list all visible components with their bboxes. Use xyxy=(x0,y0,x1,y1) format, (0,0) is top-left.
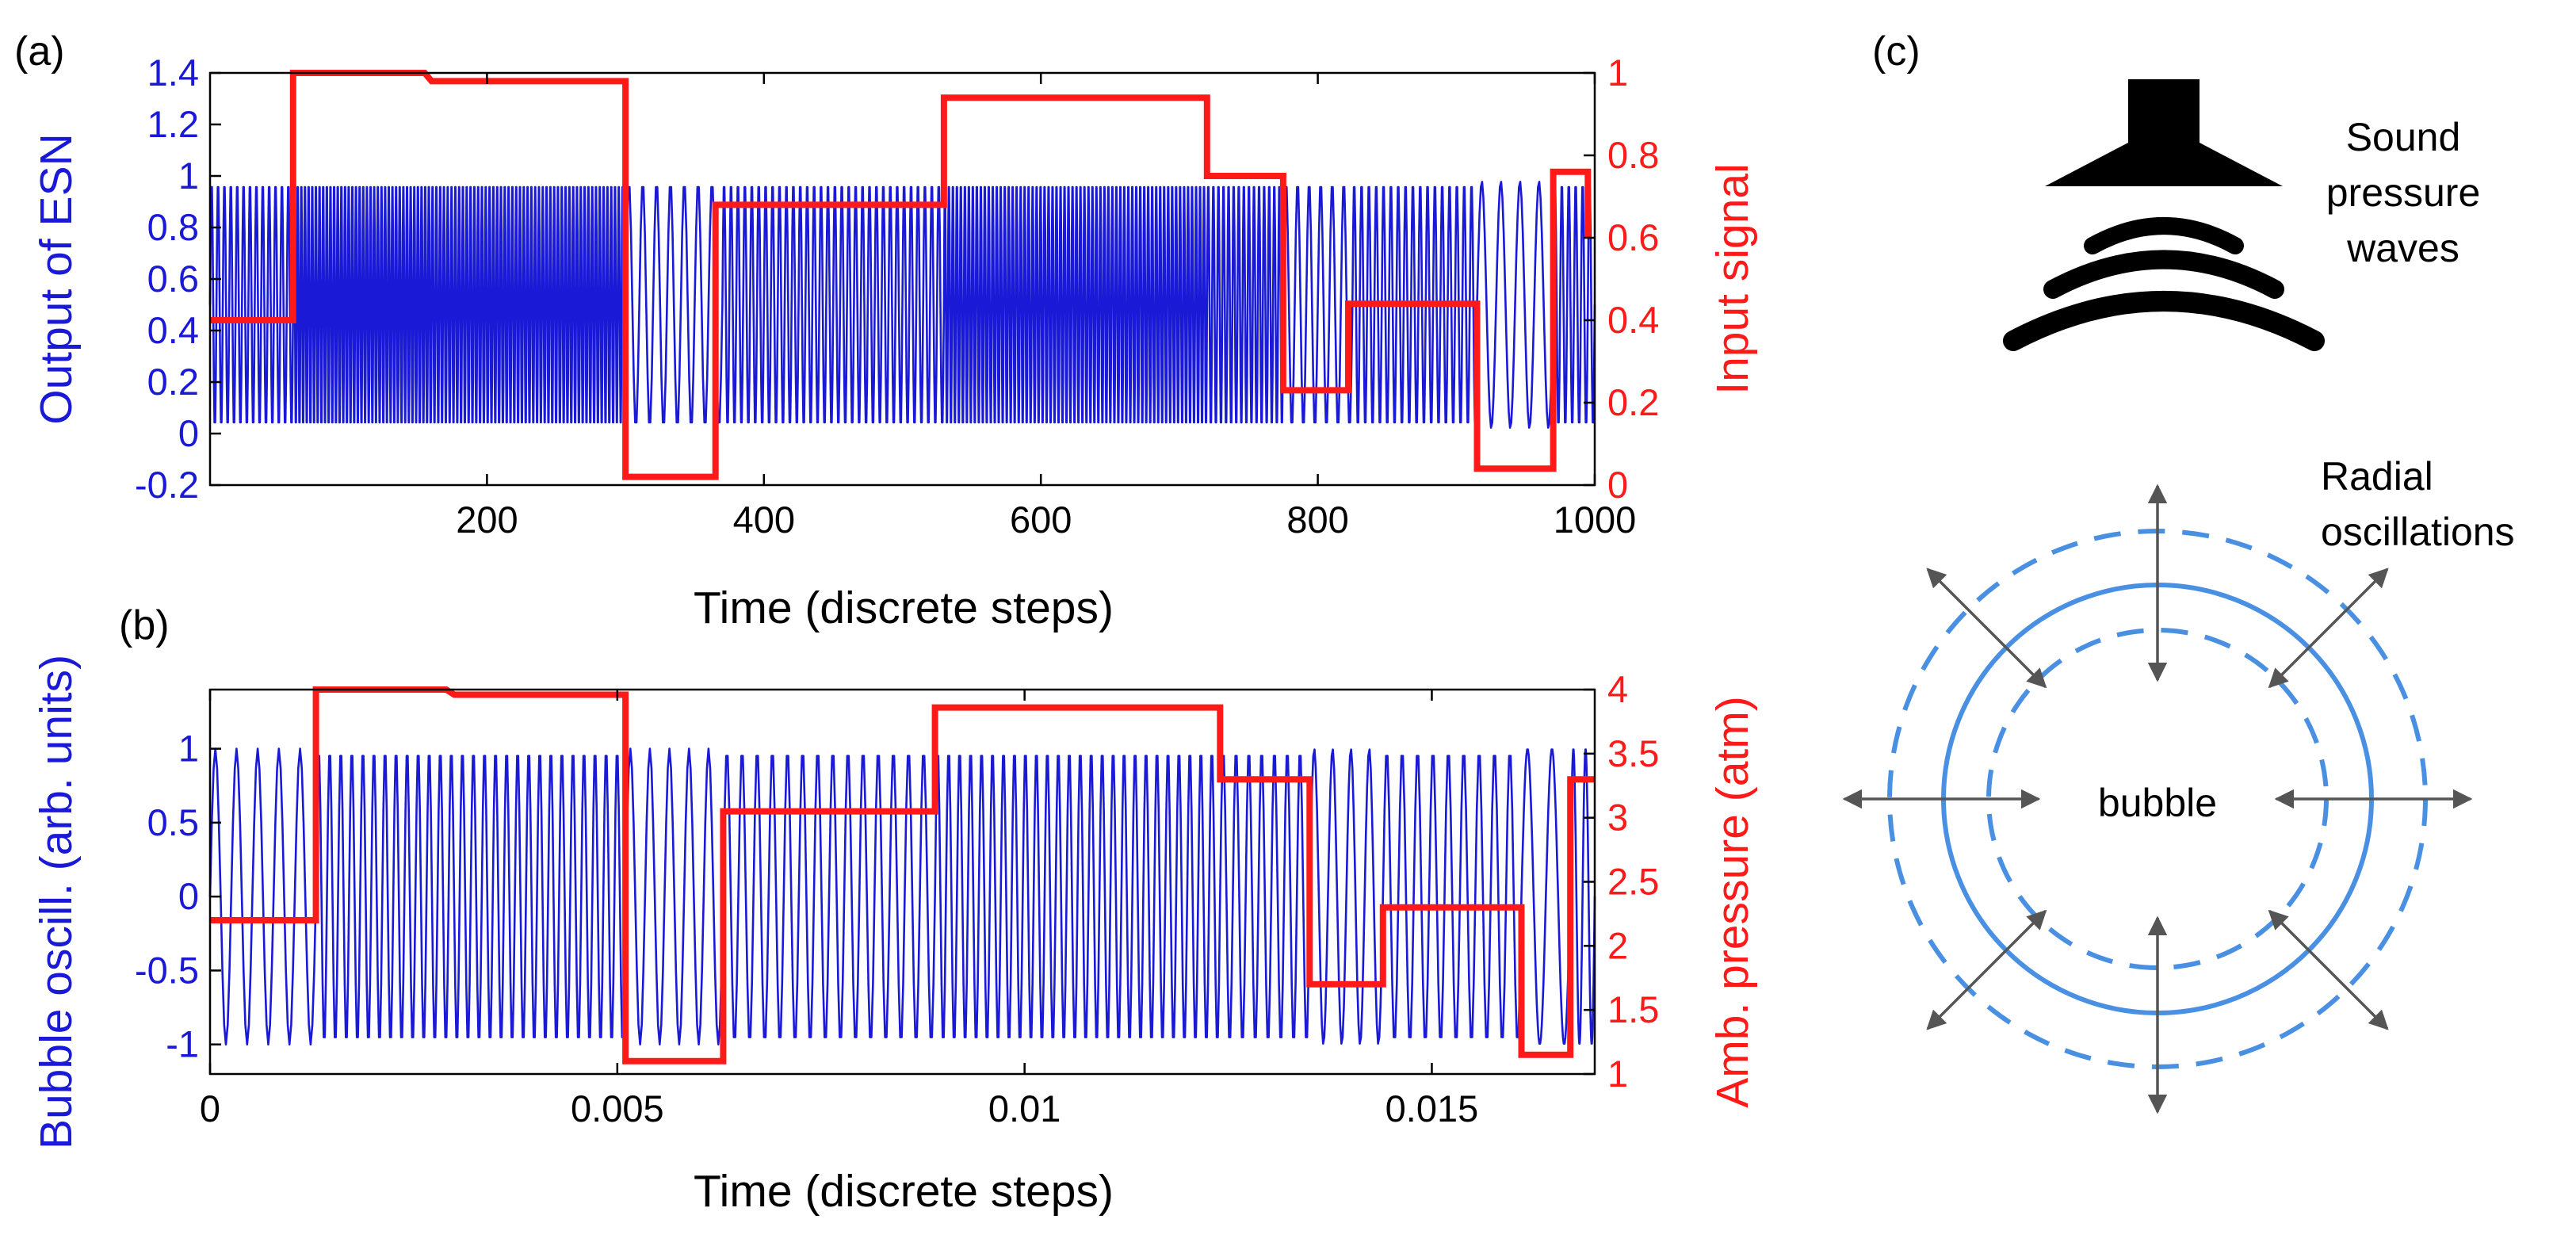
chart-a-series-oscillation xyxy=(208,181,1596,429)
chart-a-ytick-right-label: 0.8 xyxy=(1607,134,1659,176)
chart-a-xtick-label: 400 xyxy=(733,499,795,541)
chart-b-plot-area xyxy=(208,686,1596,1064)
radial-arrow-45 xyxy=(2268,568,2389,689)
sound-label-line3: waves xyxy=(2346,226,2459,270)
chart-b-ytick-left-label: 1 xyxy=(178,728,199,770)
chart-b-xtick-label: 0.015 xyxy=(1385,1087,1479,1129)
radial-arrow-135 xyxy=(1926,568,2047,689)
sound-label-line2: pressure xyxy=(2326,170,2481,215)
sound-label-line1: Sound xyxy=(2346,115,2461,159)
chart-a: 200 400 600 800 1000 -0.2 0 0.2 0.4 0.6 0.8 1 1.2 1.4… xyxy=(31,52,1758,633)
chart-a-ytick-left-label: -0.2 xyxy=(135,464,199,506)
chart-b-ylabel-right: Amb. pressure (atm) xyxy=(1707,696,1758,1107)
chart-a-xtick-label: 600 xyxy=(1010,499,1072,541)
chart-b-ytick-left-label: -0.5 xyxy=(135,949,199,991)
chart-a-ytick-left-label: 0.6 xyxy=(147,258,199,300)
chart-a-xtick-label: 200 xyxy=(456,499,518,541)
chart-b-xtick-label: 0.005 xyxy=(571,1087,664,1129)
chart-a-xtick-label: 800 xyxy=(1286,499,1348,541)
chart-b-ytick-right-label: 1.5 xyxy=(1607,988,1659,1030)
radial-label-line2: oscillations xyxy=(2321,510,2515,554)
radial-label-line1: Radial xyxy=(2321,454,2433,499)
chart-b-ytick-right-label: 2 xyxy=(1607,924,1628,966)
chart-a-xlabel: Time (discrete steps) xyxy=(694,583,1114,633)
chart-b-ytick-left-label: 0 xyxy=(178,875,199,917)
chart-b-xtick-label: 0 xyxy=(200,1087,220,1129)
chart-a-ytick-left-label: 0 xyxy=(178,412,199,454)
chart-a-ytick-right-label: 1 xyxy=(1607,52,1628,94)
chart-a-ytick-left-label: 0.4 xyxy=(147,309,199,351)
chart-b: 0 0.005 0.01 0.015-1-0.500.5111.522.533.54 … xyxy=(31,655,1758,1217)
chart-a-ytick-left-label: 1 xyxy=(178,155,199,197)
chart-b-ytick-right-label: 4 xyxy=(1607,668,1628,710)
chart-a-ytick-right-label: 0.6 xyxy=(1607,216,1659,258)
chart-b-series-oscillation xyxy=(208,747,1596,1045)
schematic-panel: Sound pressure waves Radial oscillations… xyxy=(1842,79,2515,1114)
chart-a-xtick-label: 1000 xyxy=(1554,499,1637,541)
chart-a-ytick-right-label: 0.2 xyxy=(1607,381,1659,423)
chart-b-xlabel: Time (discrete steps) xyxy=(694,1166,1114,1217)
chart-a-ylabel-right: Input signal xyxy=(1707,163,1758,395)
chart-a-ytick-left-label: 1.4 xyxy=(147,52,199,94)
chart-a-ytick-left-label: 0.2 xyxy=(147,361,199,403)
chart-a-ytick-left-label: 1.2 xyxy=(147,103,199,145)
chart-b-ytick-right-label: 1 xyxy=(1607,1053,1628,1095)
radial-arrow-315 xyxy=(2268,909,2389,1030)
chart-a-ytick-right-label: 0.4 xyxy=(1607,299,1659,341)
panel-label-a: (a) xyxy=(14,29,65,75)
sound-wave-icon xyxy=(2003,217,2325,351)
chart-a-ytick-left-label: 0.8 xyxy=(147,206,199,248)
chart-a-ticks: 200 400 600 800 1000 -0.2 0 0.2 0.4 0.6 0.8 1 1.2 1.4… xyxy=(135,52,1659,541)
chart-b-ytick-right-label: 3 xyxy=(1607,797,1628,839)
radial-arrows xyxy=(1842,483,2473,1114)
speaker-icon xyxy=(2045,79,2283,186)
chart-b-series-step xyxy=(210,686,1595,1064)
chart-a-ylabel-left: Output of ESN xyxy=(31,133,82,425)
chart-a-plot-area xyxy=(208,70,1596,480)
chart-b-ytick-left-label: 0.5 xyxy=(147,801,199,843)
chart-b-ylabel-left: Bubble oscill. (arb. units) xyxy=(31,655,82,1149)
chart-b-xtick-label: 0.01 xyxy=(988,1087,1061,1129)
chart-a-ytick-right-label: 0 xyxy=(1607,464,1628,506)
chart-a-series-step xyxy=(210,70,1592,480)
chart-b-ytick-right-label: 3.5 xyxy=(1607,732,1659,774)
radial-arrow-225 xyxy=(1926,909,2047,1030)
panel-label-b: (b) xyxy=(119,602,170,648)
chart-b-ytick-left-label: -1 xyxy=(166,1023,199,1065)
chart-b-ticks: 0 0.005 0.01 0.015 -1 -0.5 0 0.5 1 1 1.5 2 2.5 3 3.5 4 xyxy=(135,668,1659,1129)
panel-label-c: (c) xyxy=(1872,29,1921,75)
bubble-label: bubble xyxy=(2098,781,2217,825)
chart-b-ytick-right-label: 2.5 xyxy=(1607,861,1659,903)
